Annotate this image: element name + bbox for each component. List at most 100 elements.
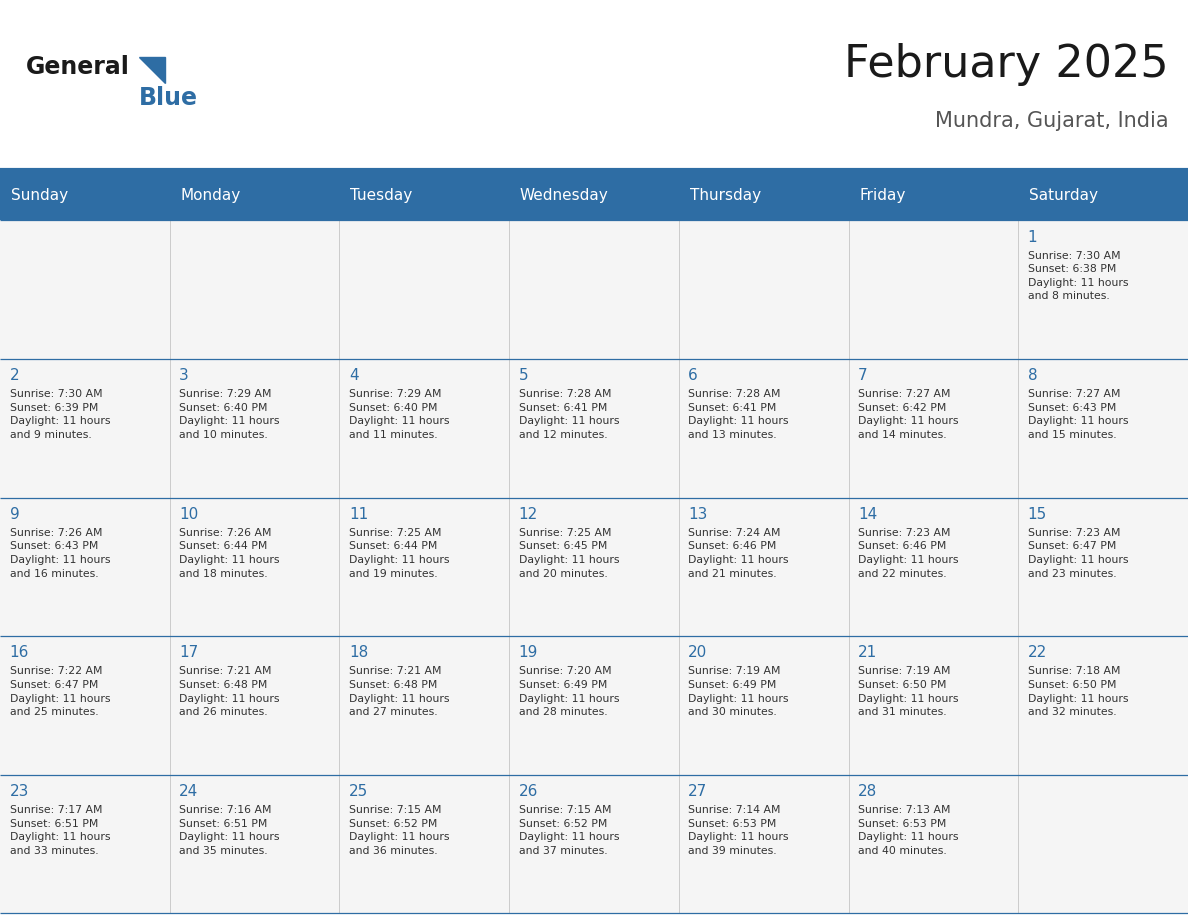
Text: 2: 2	[10, 368, 19, 383]
Text: 8: 8	[1028, 368, 1037, 383]
Text: General: General	[26, 55, 129, 79]
Bar	[1018, 498, 1188, 636]
Bar	[510, 775, 678, 913]
Text: 5: 5	[519, 368, 529, 383]
Text: Sunrise: 7:27 AM
Sunset: 6:43 PM
Daylight: 11 hours
and 15 minutes.: Sunrise: 7:27 AM Sunset: 6:43 PM Dayligh…	[1028, 389, 1129, 440]
Text: Wednesday: Wednesday	[520, 187, 608, 203]
Bar	[340, 359, 510, 498]
Text: Sunrise: 7:15 AM
Sunset: 6:52 PM
Daylight: 11 hours
and 36 minutes.: Sunrise: 7:15 AM Sunset: 6:52 PM Dayligh…	[349, 805, 449, 856]
Bar	[0, 170, 1188, 220]
Bar	[510, 220, 678, 359]
Text: 15: 15	[1028, 507, 1047, 521]
Text: 6: 6	[688, 368, 699, 383]
Text: 16: 16	[10, 645, 29, 660]
Text: Sunrise: 7:26 AM
Sunset: 6:44 PM
Daylight: 11 hours
and 18 minutes.: Sunrise: 7:26 AM Sunset: 6:44 PM Dayligh…	[179, 528, 279, 578]
Text: Sunrise: 7:17 AM
Sunset: 6:51 PM
Daylight: 11 hours
and 33 minutes.: Sunrise: 7:17 AM Sunset: 6:51 PM Dayligh…	[10, 805, 110, 856]
Text: Thursday: Thursday	[689, 187, 760, 203]
Text: Sunrise: 7:26 AM
Sunset: 6:43 PM
Daylight: 11 hours
and 16 minutes.: Sunrise: 7:26 AM Sunset: 6:43 PM Dayligh…	[10, 528, 110, 578]
Text: Sunrise: 7:22 AM
Sunset: 6:47 PM
Daylight: 11 hours
and 25 minutes.: Sunrise: 7:22 AM Sunset: 6:47 PM Dayligh…	[10, 666, 110, 717]
Text: Blue: Blue	[139, 86, 198, 110]
Text: Sunrise: 7:21 AM
Sunset: 6:48 PM
Daylight: 11 hours
and 27 minutes.: Sunrise: 7:21 AM Sunset: 6:48 PM Dayligh…	[349, 666, 449, 717]
Text: Sunrise: 7:14 AM
Sunset: 6:53 PM
Daylight: 11 hours
and 39 minutes.: Sunrise: 7:14 AM Sunset: 6:53 PM Dayligh…	[688, 805, 789, 856]
Bar	[0, 498, 170, 636]
Bar	[848, 775, 1018, 913]
Text: 19: 19	[519, 645, 538, 660]
Text: Sunrise: 7:27 AM
Sunset: 6:42 PM
Daylight: 11 hours
and 14 minutes.: Sunrise: 7:27 AM Sunset: 6:42 PM Dayligh…	[858, 389, 959, 440]
Bar	[340, 636, 510, 775]
Text: 11: 11	[349, 507, 368, 521]
Text: Sunrise: 7:21 AM
Sunset: 6:48 PM
Daylight: 11 hours
and 26 minutes.: Sunrise: 7:21 AM Sunset: 6:48 PM Dayligh…	[179, 666, 279, 717]
Bar	[1018, 775, 1188, 913]
Text: 26: 26	[519, 784, 538, 799]
Text: 9: 9	[10, 507, 19, 521]
Text: 20: 20	[688, 645, 708, 660]
Text: 22: 22	[1028, 645, 1047, 660]
Bar	[170, 775, 340, 913]
Bar	[678, 498, 848, 636]
Text: 21: 21	[858, 645, 877, 660]
Text: Sunrise: 7:20 AM
Sunset: 6:49 PM
Daylight: 11 hours
and 28 minutes.: Sunrise: 7:20 AM Sunset: 6:49 PM Dayligh…	[519, 666, 619, 717]
Text: Sunrise: 7:29 AM
Sunset: 6:40 PM
Daylight: 11 hours
and 10 minutes.: Sunrise: 7:29 AM Sunset: 6:40 PM Dayligh…	[179, 389, 279, 440]
Text: Sunrise: 7:24 AM
Sunset: 6:46 PM
Daylight: 11 hours
and 21 minutes.: Sunrise: 7:24 AM Sunset: 6:46 PM Dayligh…	[688, 528, 789, 578]
Bar	[340, 775, 510, 913]
Bar	[510, 636, 678, 775]
Bar	[678, 636, 848, 775]
Bar	[0, 775, 170, 913]
Bar	[1018, 359, 1188, 498]
Text: Sunrise: 7:19 AM
Sunset: 6:49 PM
Daylight: 11 hours
and 30 minutes.: Sunrise: 7:19 AM Sunset: 6:49 PM Dayligh…	[688, 666, 789, 717]
Text: Sunrise: 7:23 AM
Sunset: 6:46 PM
Daylight: 11 hours
and 22 minutes.: Sunrise: 7:23 AM Sunset: 6:46 PM Dayligh…	[858, 528, 959, 578]
Bar	[510, 359, 678, 498]
Text: 13: 13	[688, 507, 708, 521]
Text: 25: 25	[349, 784, 368, 799]
Bar	[1018, 220, 1188, 359]
Text: 14: 14	[858, 507, 877, 521]
Text: 28: 28	[858, 784, 877, 799]
Bar	[848, 498, 1018, 636]
Bar	[678, 775, 848, 913]
Text: Sunrise: 7:16 AM
Sunset: 6:51 PM
Daylight: 11 hours
and 35 minutes.: Sunrise: 7:16 AM Sunset: 6:51 PM Dayligh…	[179, 805, 279, 856]
Text: Sunrise: 7:19 AM
Sunset: 6:50 PM
Daylight: 11 hours
and 31 minutes.: Sunrise: 7:19 AM Sunset: 6:50 PM Dayligh…	[858, 666, 959, 717]
Bar	[170, 220, 340, 359]
Text: Sunrise: 7:28 AM
Sunset: 6:41 PM
Daylight: 11 hours
and 12 minutes.: Sunrise: 7:28 AM Sunset: 6:41 PM Dayligh…	[519, 389, 619, 440]
Text: February 2025: February 2025	[845, 43, 1169, 85]
Text: 4: 4	[349, 368, 359, 383]
Text: Sunrise: 7:30 AM
Sunset: 6:38 PM
Daylight: 11 hours
and 8 minutes.: Sunrise: 7:30 AM Sunset: 6:38 PM Dayligh…	[1028, 251, 1129, 301]
Bar	[848, 359, 1018, 498]
Text: Tuesday: Tuesday	[350, 187, 412, 203]
Bar	[340, 220, 510, 359]
Text: 3: 3	[179, 368, 189, 383]
Text: 17: 17	[179, 645, 198, 660]
Bar	[0, 220, 170, 359]
Bar	[848, 636, 1018, 775]
Bar	[0, 636, 170, 775]
Bar	[170, 636, 340, 775]
Text: Sunrise: 7:13 AM
Sunset: 6:53 PM
Daylight: 11 hours
and 40 minutes.: Sunrise: 7:13 AM Sunset: 6:53 PM Dayligh…	[858, 805, 959, 856]
Bar	[678, 359, 848, 498]
Bar	[1018, 636, 1188, 775]
Text: 1: 1	[1028, 230, 1037, 244]
Text: Sunrise: 7:25 AM
Sunset: 6:45 PM
Daylight: 11 hours
and 20 minutes.: Sunrise: 7:25 AM Sunset: 6:45 PM Dayligh…	[519, 528, 619, 578]
Bar	[170, 498, 340, 636]
Text: Sunrise: 7:23 AM
Sunset: 6:47 PM
Daylight: 11 hours
and 23 minutes.: Sunrise: 7:23 AM Sunset: 6:47 PM Dayligh…	[1028, 528, 1129, 578]
Text: Sunrise: 7:15 AM
Sunset: 6:52 PM
Daylight: 11 hours
and 37 minutes.: Sunrise: 7:15 AM Sunset: 6:52 PM Dayligh…	[519, 805, 619, 856]
Text: Sunrise: 7:25 AM
Sunset: 6:44 PM
Daylight: 11 hours
and 19 minutes.: Sunrise: 7:25 AM Sunset: 6:44 PM Dayligh…	[349, 528, 449, 578]
Polygon shape	[139, 57, 165, 83]
Text: 12: 12	[519, 507, 538, 521]
Text: 7: 7	[858, 368, 867, 383]
Text: Sunrise: 7:18 AM
Sunset: 6:50 PM
Daylight: 11 hours
and 32 minutes.: Sunrise: 7:18 AM Sunset: 6:50 PM Dayligh…	[1028, 666, 1129, 717]
Text: Sunrise: 7:30 AM
Sunset: 6:39 PM
Daylight: 11 hours
and 9 minutes.: Sunrise: 7:30 AM Sunset: 6:39 PM Dayligh…	[10, 389, 110, 440]
Text: 24: 24	[179, 784, 198, 799]
Text: 10: 10	[179, 507, 198, 521]
Bar	[170, 359, 340, 498]
Text: Sunrise: 7:29 AM
Sunset: 6:40 PM
Daylight: 11 hours
and 11 minutes.: Sunrise: 7:29 AM Sunset: 6:40 PM Dayligh…	[349, 389, 449, 440]
Bar	[510, 498, 678, 636]
Text: Sunrise: 7:28 AM
Sunset: 6:41 PM
Daylight: 11 hours
and 13 minutes.: Sunrise: 7:28 AM Sunset: 6:41 PM Dayligh…	[688, 389, 789, 440]
Bar	[340, 498, 510, 636]
Text: Sunday: Sunday	[11, 187, 68, 203]
Text: Mundra, Gujarat, India: Mundra, Gujarat, India	[935, 111, 1169, 131]
Bar	[0, 359, 170, 498]
Bar	[848, 220, 1018, 359]
Text: Friday: Friday	[859, 187, 905, 203]
Text: Saturday: Saturday	[1029, 187, 1098, 203]
Text: 23: 23	[10, 784, 29, 799]
